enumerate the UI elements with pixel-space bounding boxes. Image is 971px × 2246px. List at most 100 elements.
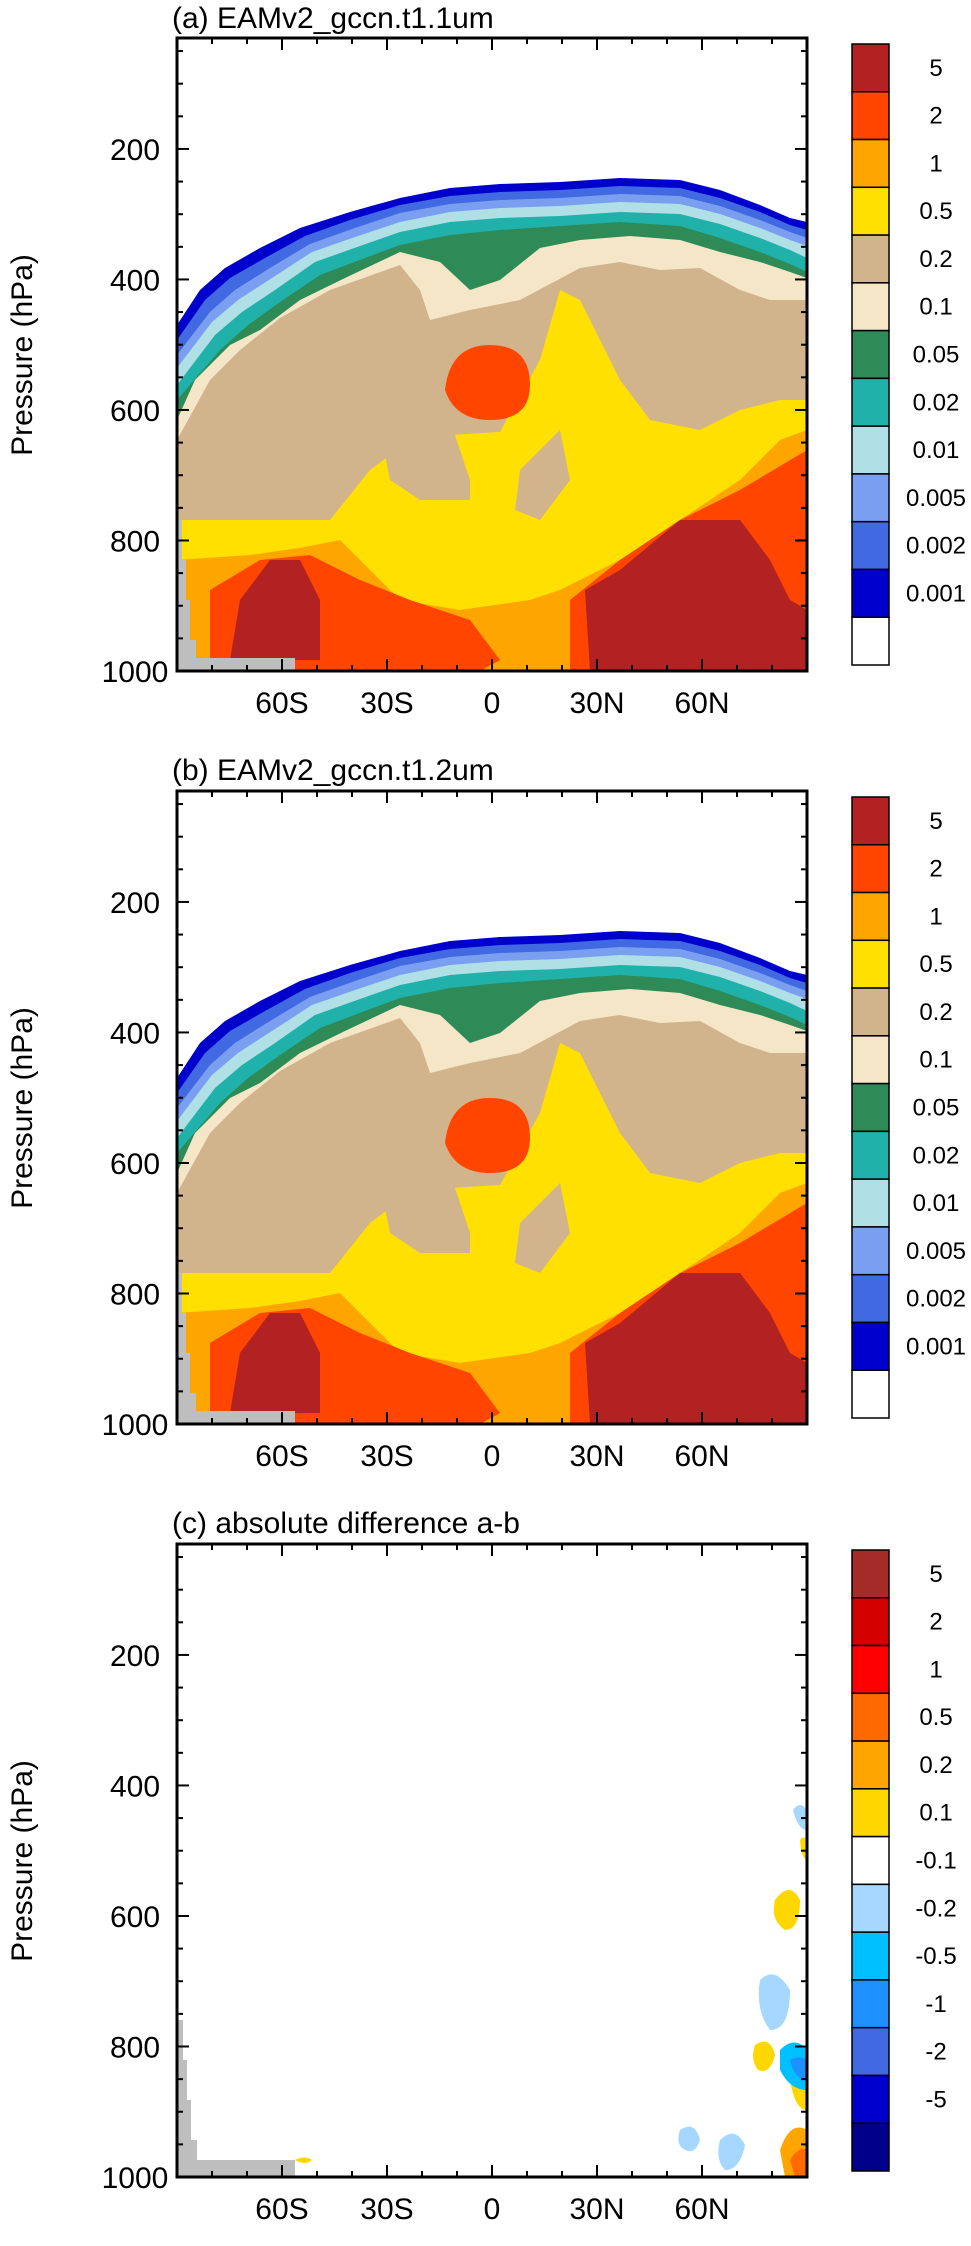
band-5 xyxy=(230,1313,320,1413)
y-tick-label: 400 xyxy=(110,1017,160,1050)
diff-patch-orange-2 xyxy=(790,2148,807,2177)
x-tick-label: 30N xyxy=(569,1440,624,1473)
colorbar-label: 0.1 xyxy=(919,294,952,321)
colorbar-box xyxy=(851,1597,890,1647)
diff-patch-yellow-3 xyxy=(753,2041,775,2071)
band-2-c xyxy=(445,1098,530,1173)
colorbar-label: 0.005 xyxy=(906,1238,966,1265)
x-tick-label: 60S xyxy=(255,2193,308,2226)
panel-c-ylabel: Pressure (hPa) xyxy=(6,1760,39,1962)
colorbar-label: 1 xyxy=(929,903,942,930)
colorbar-label: 0.001 xyxy=(906,1333,966,1360)
colorbar-label: 0.1 xyxy=(919,1047,952,1074)
colorbar-label: -0.1 xyxy=(915,1848,956,1875)
panel-c: (c) absolute difference a-b 60S 30S 0 30N 60… xyxy=(6,1507,957,2226)
colorbar-box xyxy=(851,796,890,846)
x-tick-label: 0 xyxy=(484,1440,501,1473)
terrain-mask xyxy=(177,520,295,671)
colorbar-label: 0.2 xyxy=(919,1752,952,1779)
band-0.2-inner-b xyxy=(515,1183,570,1273)
y-tick-label: 600 xyxy=(110,395,160,428)
colorbar-box xyxy=(851,2074,890,2124)
colorbar-box xyxy=(851,282,890,332)
y-tick-label: 400 xyxy=(110,1770,160,1803)
panel-a: (a) EAMv2_gccn.t1.1um 60S 30S 0 30N 60N 200 40… xyxy=(6,2,966,720)
colorbar-box xyxy=(851,1273,890,1324)
band-5-b xyxy=(585,520,807,671)
colorbar-box xyxy=(851,234,890,284)
panel-a-title: (a) EAMv2_gccn.t1.1um xyxy=(172,2,494,35)
x-tick-label: 30S xyxy=(360,687,413,720)
panel-c-axes: 60S 30S 0 30N 60N 200 400 600 800 1000 xyxy=(102,1544,807,2226)
colorbar-box xyxy=(851,43,890,93)
colorbar-box xyxy=(851,1035,890,1085)
colorbar-label: 2 xyxy=(929,1609,942,1636)
colorbar-label: 0.001 xyxy=(906,580,966,607)
panel-a-ylabel: Pressure (hPa) xyxy=(6,254,39,456)
band-0.2-inner xyxy=(380,420,470,500)
colorbar-box xyxy=(851,1644,890,1695)
y-tick-label: 200 xyxy=(110,887,160,920)
x-tick-label: 60N xyxy=(674,2193,729,2226)
colorbar-label: -5 xyxy=(925,2086,946,2113)
y-tick-label: 600 xyxy=(110,1901,160,1934)
x-tick-label: 30S xyxy=(360,1440,413,1473)
diff-patch-yellow-5 xyxy=(295,2157,312,2163)
panel-b-colorbar: 5 2 1 0.5 0.2 0.1 0.05 0.02 0.01 0.005 0.002 0.001 xyxy=(851,796,966,1419)
diff-patch-blue-1 xyxy=(758,1974,790,2030)
colorbar-box xyxy=(851,1931,890,1981)
panel-b-axes: 60S 30S 0 30N 60N 200 400 600 800 1000 xyxy=(102,791,807,1473)
colorbar-box xyxy=(851,377,890,427)
colorbar-box xyxy=(851,1883,890,1933)
colorbar-box xyxy=(851,1178,890,1228)
colorbar-label: 1 xyxy=(929,1656,942,1683)
x-tick-label: 0 xyxy=(484,687,501,720)
colorbar-label: 2 xyxy=(929,103,942,130)
y-tick-label: 200 xyxy=(110,134,160,167)
panel-b-ylabel: Pressure (hPa) xyxy=(6,1007,39,1209)
colorbar-label: 2 xyxy=(929,856,942,883)
colorbar-box xyxy=(851,425,890,475)
panel-a-contours xyxy=(177,178,807,671)
terrain-mask xyxy=(177,2020,295,2177)
y-tick-label: 1000 xyxy=(102,656,169,689)
panel-c-title: (c) absolute difference a-b xyxy=(172,1507,520,1540)
y-tick-label: 800 xyxy=(110,525,160,558)
diff-patch-blue-6 xyxy=(793,1805,807,1830)
colorbar-box xyxy=(851,1082,890,1133)
colorbar-label: 0.002 xyxy=(906,1286,966,1313)
colorbar-label: 0.02 xyxy=(913,1142,960,1169)
panel-c-contours xyxy=(177,1544,807,2177)
colorbar-label: 0.1 xyxy=(919,1800,952,1827)
colorbar-box xyxy=(851,186,890,236)
colorbar-label: -0.5 xyxy=(915,1943,956,1970)
x-tick-label: 30S xyxy=(360,2193,413,2226)
y-tick-label: 800 xyxy=(110,1278,160,1311)
panel-b-title: (b) EAMv2_gccn.t1.2um xyxy=(172,754,494,787)
band-5 xyxy=(230,560,320,660)
x-tick-label: 60S xyxy=(255,687,308,720)
colorbar-box xyxy=(851,844,890,894)
colorbar-box xyxy=(851,1321,890,1371)
colorbar-box xyxy=(851,1226,890,1276)
colorbar-label: 0.01 xyxy=(913,1190,960,1217)
y-tick-label: 400 xyxy=(110,264,160,297)
colorbar-box xyxy=(851,1979,890,2029)
colorbar-label: 5 xyxy=(929,1561,942,1588)
x-tick-label: 30N xyxy=(569,687,624,720)
colorbar-box xyxy=(851,939,890,989)
colorbar-label: 0.05 xyxy=(913,342,960,369)
y-tick-label: 800 xyxy=(110,2031,160,2064)
colorbar-label: 0.005 xyxy=(906,485,966,512)
panel-b: (b) EAMv2_gccn.t1.2um xyxy=(6,754,966,1473)
colorbar-box xyxy=(851,91,890,141)
y-tick-label: 1000 xyxy=(102,2162,169,2195)
colorbar-box xyxy=(851,1740,890,1790)
panel-c-background xyxy=(177,1544,807,2177)
colorbar-box xyxy=(851,329,890,380)
panel-a-axes: 60S 30S 0 30N 60N 200 400 600 800 1000 xyxy=(102,38,807,720)
y-tick-label: 600 xyxy=(110,1148,160,1181)
colorbar-box xyxy=(851,1692,890,1742)
colorbar-box xyxy=(851,1835,890,1886)
colorbar-box xyxy=(851,138,890,189)
